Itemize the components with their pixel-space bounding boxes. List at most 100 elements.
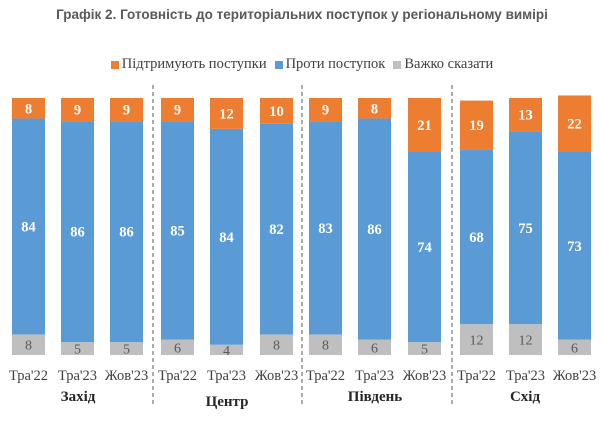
data-label-support: 9 (74, 103, 81, 119)
data-label-hard-to-say: 12 (519, 334, 533, 349)
bar-segment-hard-to-say (61, 342, 94, 355)
group-label: Захід (61, 389, 96, 405)
bar-segment-hard-to-say (460, 324, 493, 355)
data-label-hard-to-say: 12 (470, 334, 484, 349)
bar-segment-hard-to-say (161, 339, 194, 355)
legend-item-against: Проти поступок (274, 56, 386, 73)
bar-segment-support (309, 98, 342, 122)
data-label-support: 9 (174, 103, 181, 119)
bar-segment-support (12, 98, 45, 119)
bar-segment-against (110, 121, 143, 343)
legend-item-support: Підтримують поступки (110, 56, 267, 73)
x-tick-label: Жов'23 (403, 368, 446, 384)
bar-segment-support (260, 98, 293, 124)
data-label-support: 22 (567, 117, 582, 133)
bar-segment-against (309, 121, 342, 335)
chart-title: Графік 2. Готовність до територіальних п… (56, 7, 548, 22)
bar-segment-against (210, 128, 243, 345)
x-tick-label: Жов'23 (553, 368, 596, 384)
bar-segment-hard-to-say (408, 342, 441, 355)
data-label-against: 74 (417, 240, 432, 256)
data-label-against: 73 (567, 239, 582, 255)
data-label-against: 84 (219, 230, 234, 246)
x-tick-label: Тра'22 (9, 368, 48, 384)
data-label-support: 8 (25, 101, 32, 117)
bar-segment-against (161, 121, 194, 340)
data-label-against: 86 (367, 222, 382, 238)
bar-segment-support (61, 98, 94, 122)
bar-segment-support (408, 98, 441, 152)
bar-segment-support (161, 98, 194, 122)
bar-segment-hard-to-say (12, 334, 45, 355)
bar-segment-against (460, 149, 493, 325)
data-label-support: 12 (219, 106, 234, 122)
data-label-against: 75 (518, 221, 533, 237)
data-label-against: 68 (469, 230, 484, 246)
x-tick-label: Жов'23 (105, 368, 148, 384)
data-label-support: 9 (123, 103, 130, 119)
legend-label-against: Проти поступок (285, 56, 386, 72)
data-label-against: 85 (170, 223, 185, 239)
x-tick-label: Тра'23 (355, 368, 394, 384)
data-label-support: 8 (371, 101, 378, 117)
data-label-hard-to-say: 8 (25, 339, 32, 354)
x-tick-label: Тра'23 (207, 368, 246, 384)
data-label-against: 86 (119, 225, 134, 241)
legend-label-hard-to-say: Важко сказати (404, 56, 494, 72)
bar-segment-hard-to-say (358, 339, 391, 355)
bar-segment-support (358, 98, 391, 119)
data-label-hard-to-say: 5 (123, 343, 130, 358)
data-label-hard-to-say: 5 (421, 343, 428, 358)
bar-segment-against (358, 118, 391, 340)
x-tick-label: Тра'22 (306, 368, 345, 384)
data-label-support: 21 (417, 118, 432, 134)
bar-segment-support (509, 98, 542, 132)
data-label-support: 10 (269, 104, 284, 120)
data-label-support: 19 (469, 118, 484, 134)
bar-segment-support (460, 100, 493, 150)
bar-segment-hard-to-say (110, 342, 143, 355)
legend-swatch-hard-to-say (393, 60, 402, 69)
legend: Підтримують поступки Проти поступок Важк… (0, 56, 604, 73)
data-label-against: 86 (70, 225, 85, 241)
bar-segment-against (558, 151, 591, 340)
bar-segment-support (558, 95, 591, 152)
legend-label-support: Підтримують поступки (121, 56, 267, 72)
data-label-against: 82 (269, 222, 284, 238)
group-label: Схід (510, 389, 541, 405)
bar-segment-hard-to-say (260, 334, 293, 355)
data-label-support: 13 (518, 108, 533, 124)
legend-item-hard-to-say: Важко сказати (393, 56, 493, 73)
data-label-hard-to-say: 8 (273, 339, 280, 354)
data-label-support: 9 (322, 103, 329, 119)
bar-segment-against (408, 151, 441, 343)
data-label-hard-to-say: 4 (223, 344, 230, 359)
bar-segment-hard-to-say (558, 339, 591, 355)
bar-segment-support (110, 98, 143, 122)
bar-segment-against (260, 123, 293, 335)
x-tick-label: Тра'22 (158, 368, 197, 384)
data-label-hard-to-say: 6 (571, 341, 578, 356)
bar-segment-against (12, 118, 45, 335)
data-label-against: 84 (21, 220, 36, 236)
data-label-hard-to-say: 6 (371, 341, 378, 356)
x-tick-label: Тра'23 (506, 368, 545, 384)
data-label-against: 83 (318, 221, 333, 237)
legend-swatch-against (274, 60, 283, 69)
bar-segment-hard-to-say (210, 344, 243, 355)
data-label-hard-to-say: 8 (322, 339, 329, 354)
x-tick-label: Тра'22 (457, 368, 496, 384)
bar-segment-support (210, 98, 243, 129)
bar-segment-hard-to-say (309, 334, 342, 355)
group-label: Південь (348, 389, 402, 405)
x-tick-label: Жов'23 (255, 368, 298, 384)
group-label: Центр (206, 394, 249, 410)
bar-segment-against (509, 131, 542, 325)
bar-segment-against (61, 121, 94, 343)
x-tick-label: Тра'23 (58, 368, 97, 384)
legend-swatch-support (110, 60, 119, 69)
data-label-hard-to-say: 6 (174, 341, 181, 356)
bar-segment-hard-to-say (509, 324, 542, 355)
data-label-hard-to-say: 5 (74, 343, 81, 358)
